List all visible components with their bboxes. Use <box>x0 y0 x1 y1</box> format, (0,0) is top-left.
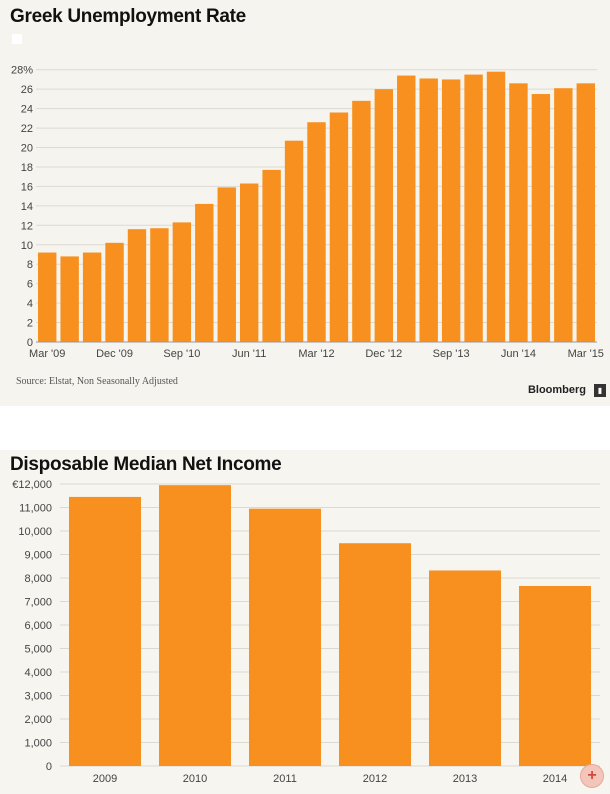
bar <box>262 169 281 342</box>
chart-title: Disposable Median Net Income <box>10 454 282 475</box>
x-tick-label: 2012 <box>363 773 387 785</box>
legend-swatch <box>12 34 22 44</box>
y-tick-label: 5,000 <box>24 644 52 656</box>
bar <box>105 242 124 342</box>
y-tick-label: 10 <box>21 240 33 252</box>
bar <box>329 112 349 342</box>
bar <box>509 83 528 343</box>
bar <box>217 187 236 342</box>
bar <box>159 485 231 766</box>
brand-label: Bloomberg <box>527 384 586 396</box>
x-tick-label: Mar '09 <box>29 348 65 360</box>
y-tick-label: 4 <box>27 298 33 310</box>
x-tick-label: Sep '10 <box>163 348 200 360</box>
income-chart-panel: Disposable Median Net Income 0 1,000 2,000… <box>0 450 610 794</box>
x-tick-label: Sep '13 <box>433 348 470 360</box>
bar <box>519 585 591 766</box>
bar <box>239 183 259 342</box>
bar <box>172 222 192 342</box>
bloomberg-icon: ▮ <box>594 384 606 397</box>
y-tick-label: 18 <box>21 162 33 174</box>
y-tick-label: 3,000 <box>24 691 52 703</box>
chart-title: Greek Unemployment Rate <box>10 6 246 27</box>
y-tick-label: 0 <box>46 761 52 773</box>
bar <box>441 79 461 342</box>
bar <box>82 252 102 342</box>
x-tick-label: Dec '12 <box>365 348 402 360</box>
x-tick-label: 2011 <box>273 773 297 785</box>
y-tick-label: 6,000 <box>24 620 52 632</box>
y-tick-label: 7,000 <box>24 597 52 609</box>
y-tick-label: 14 <box>21 201 33 213</box>
bar <box>195 203 214 342</box>
x-tick-label: Jun '11 <box>232 348 266 360</box>
income-chart: 0 1,000 2,000 3,000 4,000 5,000 6,000 7,000 8,00… <box>12 479 600 785</box>
x-tick-label: Mar '12 <box>298 348 334 360</box>
y-tick-label: 2 <box>27 318 33 330</box>
y-tick-label: 22 <box>21 123 33 135</box>
bar <box>150 228 169 342</box>
x-tick-label: Mar '15 <box>568 348 604 360</box>
bar <box>60 256 79 342</box>
bar <box>486 71 506 342</box>
bar <box>374 89 394 342</box>
y-tick-label: €12,000 <box>12 479 52 491</box>
unemployment-chart-panel: Greek Unemployment Rate 0 2 4 6 8 10 12 14 16 18 2… <box>0 0 610 406</box>
bar <box>429 570 501 766</box>
bar <box>69 496 141 766</box>
y-tick-label: 4,000 <box>24 667 52 679</box>
y-tick-label: 16 <box>21 181 33 193</box>
y-tick-label: 11,000 <box>19 503 52 515</box>
zoom-in-icon[interactable]: + <box>580 764 604 788</box>
y-tick-label: 9,000 <box>24 550 52 562</box>
bar <box>284 140 304 342</box>
x-tick-label: 2014 <box>543 773 567 785</box>
y-tick-label: 12 <box>21 220 33 232</box>
bar <box>554 88 573 342</box>
bar <box>531 94 551 342</box>
x-tick-label: 2009 <box>93 773 117 785</box>
bar <box>419 78 438 342</box>
bar <box>249 508 321 766</box>
x-tick-label: Dec '09 <box>96 348 133 360</box>
bar <box>576 83 595 343</box>
bar <box>339 543 411 766</box>
y-tick-label: 10,000 <box>18 526 52 538</box>
bar <box>397 75 416 342</box>
x-tick-label: Jun '14 <box>501 348 536 360</box>
y-tick-label: 28% <box>11 65 33 77</box>
x-tick-label: 2010 <box>183 773 207 785</box>
y-tick-label: 8 <box>27 259 33 271</box>
bar <box>352 100 371 343</box>
bar <box>464 74 483 342</box>
y-tick-label: 26 <box>21 84 33 96</box>
y-tick-label: 8,000 <box>24 573 52 585</box>
bar <box>307 122 326 342</box>
y-tick-label: 24 <box>21 104 33 116</box>
bar <box>38 252 57 342</box>
y-tick-label: 1,000 <box>24 738 52 750</box>
y-tick-label: 0 <box>27 337 33 349</box>
bar <box>127 229 147 342</box>
y-tick-label: 20 <box>21 143 33 155</box>
y-tick-label: 2,000 <box>24 714 52 726</box>
source-note: Source: Elstat, Non Seasonally Adjusted <box>16 376 178 387</box>
x-tick-label: 2013 <box>453 773 477 785</box>
y-tick-label: 6 <box>27 279 33 291</box>
